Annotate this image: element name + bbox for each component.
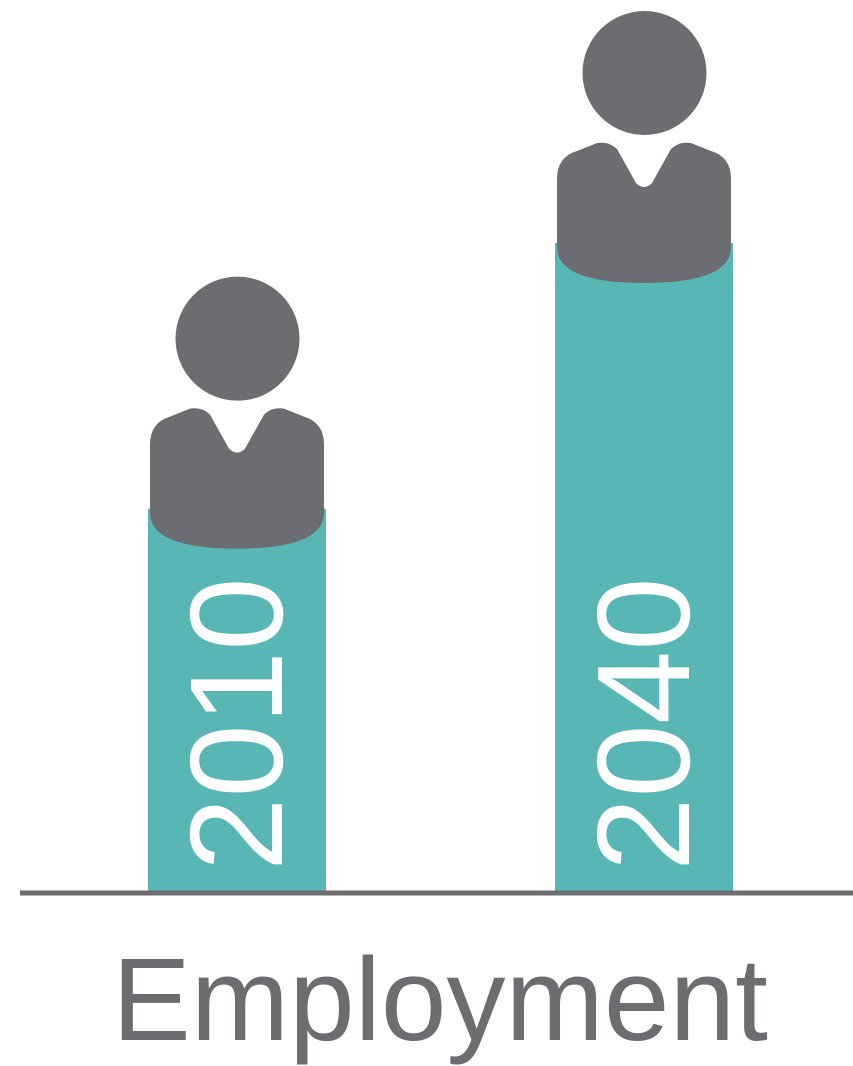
person-head — [176, 277, 300, 401]
bar-label-2040: 2040 — [570, 577, 717, 871]
person-icon — [557, 11, 731, 283]
bar-group-2040: 2040 — [555, 11, 733, 891]
chart-title: Employment — [112, 934, 768, 1066]
bars-group: 2010 2040 — [148, 11, 733, 891]
person-head — [583, 11, 707, 135]
person-torso — [557, 143, 731, 283]
bar-label-2010: 2010 — [163, 577, 310, 871]
person-torso — [150, 408, 324, 548]
bar-group-2010: 2010 — [148, 277, 326, 891]
person-icon — [150, 277, 324, 549]
